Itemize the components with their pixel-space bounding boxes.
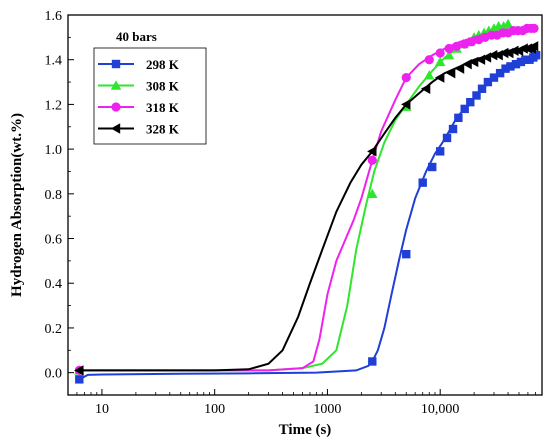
data-point-328-k xyxy=(499,47,509,59)
data-point-298-k xyxy=(489,73,499,82)
data-point-328-k xyxy=(454,63,465,74)
y-tick-label: 0.2 xyxy=(45,322,63,337)
data-point-308-k xyxy=(367,188,378,199)
x-tick-label: 10 xyxy=(95,402,109,417)
legend-entry-328-k: 328 K xyxy=(98,122,180,137)
data-point-298-k xyxy=(418,178,427,187)
y-tick-label: 1.6 xyxy=(45,9,63,24)
legend-marker-318-k xyxy=(111,102,121,112)
data-point-298-k xyxy=(511,59,521,69)
data-point-308-k xyxy=(502,18,514,29)
data-point-318-k xyxy=(444,43,454,54)
series-318-k xyxy=(74,23,539,376)
data-point-298-k xyxy=(402,249,411,259)
data-point-328-k xyxy=(487,50,498,61)
series-layer xyxy=(74,18,541,384)
legend: 40 bars 298 K 308 K 318 K 328 K xyxy=(93,29,207,145)
y-tick-label: 0.8 xyxy=(45,188,63,203)
data-point-318-k xyxy=(529,23,539,34)
y-tick-label: 1.0 xyxy=(45,143,63,158)
legend-label-298-k: 298 K xyxy=(146,57,180,72)
data-point-298-k xyxy=(435,147,445,156)
series-298-k xyxy=(75,51,541,384)
legend-label-318-k: 318 K xyxy=(146,100,180,115)
data-point-308-k xyxy=(443,50,455,60)
data-point-328-k xyxy=(528,41,539,52)
data-point-318-k xyxy=(424,55,434,65)
data-point-328-k xyxy=(462,58,472,70)
x-axis-title: Time (s) xyxy=(279,422,332,438)
data-point-298-k xyxy=(368,357,377,366)
data-point-298-k xyxy=(516,57,526,67)
data-point-318-k xyxy=(401,72,411,83)
y-tick-label: 1.2 xyxy=(45,98,63,113)
series-328-k xyxy=(74,41,539,376)
data-point-328-k xyxy=(468,56,479,68)
x-tick-label: 1000 xyxy=(313,402,341,417)
data-point-298-k xyxy=(483,77,493,87)
legend-label-308-k: 308 K xyxy=(146,79,180,94)
data-point-318-k xyxy=(467,37,477,47)
data-point-318-k xyxy=(435,48,445,58)
legend-marker-298-k xyxy=(111,59,121,69)
data-point-298-k xyxy=(448,124,458,134)
data-point-318-k xyxy=(460,39,470,49)
data-point-328-k xyxy=(445,67,456,79)
data-point-298-k xyxy=(454,113,463,123)
data-point-318-k xyxy=(452,41,462,51)
legend-entry-298-k: 298 K xyxy=(98,57,180,72)
x-tick-label: 10,000 xyxy=(421,402,460,417)
y-axis-title: Hydrogen Absorption(wt.%) xyxy=(9,113,25,297)
data-point-298-k xyxy=(75,375,84,384)
legend-entry-308-k: 308 K xyxy=(98,79,180,94)
data-point-298-k xyxy=(428,162,437,172)
data-point-298-k xyxy=(531,51,541,60)
axis-ticks: 10 100 1000 10,000 0.0 0.2 0.4 0.6 0.8 1.0 1.2 1.4 1… xyxy=(45,9,543,417)
data-point-298-k xyxy=(495,68,505,78)
data-point-298-k xyxy=(466,97,475,107)
data-point-328-k xyxy=(434,72,445,83)
data-point-318-k xyxy=(367,155,377,165)
legend-title: 40 bars xyxy=(116,29,157,44)
x-tick-label: 100 xyxy=(204,402,225,417)
data-point-298-k xyxy=(472,91,481,100)
data-point-298-k xyxy=(501,64,510,73)
plot-frame xyxy=(67,14,543,396)
data-point-328-k xyxy=(74,365,84,376)
y-tick-label: 0.4 xyxy=(45,277,63,292)
data-point-298-k xyxy=(442,133,452,143)
y-tick-label: 1.4 xyxy=(45,54,63,69)
data-point-298-k xyxy=(506,62,515,71)
legend-entry-318-k: 318 K xyxy=(98,100,180,115)
data-point-328-k xyxy=(367,146,377,157)
data-point-308-k xyxy=(424,70,435,80)
legend-marker-328-k xyxy=(110,123,121,134)
data-point-328-k xyxy=(420,83,431,94)
legend-label-328-k: 328 K xyxy=(146,122,180,137)
y-tick-label: 0.0 xyxy=(45,367,63,382)
data-point-328-k xyxy=(401,99,411,110)
data-point-298-k xyxy=(460,104,469,114)
legend-marker-308-k xyxy=(110,80,122,90)
data-point-298-k xyxy=(477,84,487,93)
y-tick-label: 0.6 xyxy=(45,233,63,248)
data-point-308-k xyxy=(434,56,446,67)
